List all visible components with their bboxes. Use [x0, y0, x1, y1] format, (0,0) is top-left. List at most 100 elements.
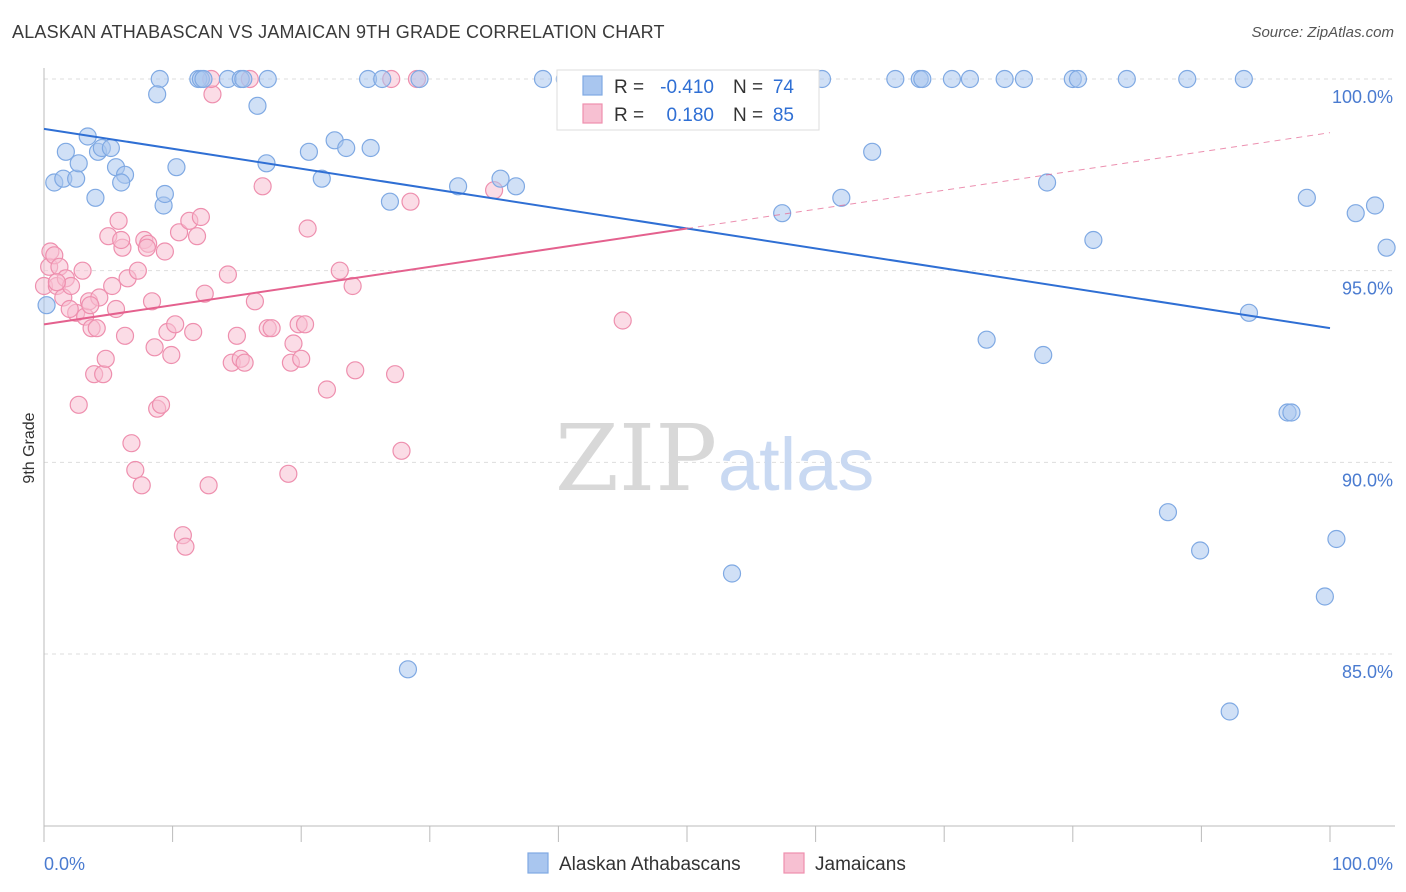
watermark: ZIP atlas: [555, 405, 874, 512]
jamaicans-point: [176, 537, 195, 556]
jamaicans-point: [145, 338, 164, 357]
jamaicans-point: [128, 261, 147, 280]
athabascan-point: [56, 142, 75, 161]
jamaicans-point: [203, 85, 222, 104]
athabascan-point: [1282, 403, 1301, 422]
athabascan-point: [248, 96, 267, 115]
jamaicans-point: [60, 299, 79, 319]
athabascan-point: [148, 85, 167, 104]
legend-r-value-pink: 0.180: [666, 105, 714, 126]
athabascan-point: [1068, 69, 1088, 89]
jamaicans-trend-extension: [686, 132, 1331, 229]
legend-r-value-blue: -0.410: [660, 77, 714, 98]
legend-n-value-pink: 85: [773, 105, 794, 126]
jamaicans-point: [155, 242, 174, 261]
athabascan-point: [1220, 702, 1239, 721]
athabascan-point: [506, 177, 526, 196]
x-tick-labels: 0.0% 100.0%: [44, 854, 1393, 874]
jamaicans-point: [235, 353, 254, 372]
athabascan-point: [194, 69, 213, 89]
source-label: Source: ZipAtlas.com: [1251, 24, 1394, 41]
athabascan-point: [69, 154, 88, 173]
bottom-legend-swatch-pink: [783, 852, 805, 874]
jamaicans-point: [122, 434, 141, 453]
jamaicans-point: [298, 219, 317, 238]
athabascan-point: [977, 330, 996, 349]
athabascan-point: [155, 184, 174, 204]
y-tick-label: 100.0%: [1332, 87, 1393, 107]
athabascan-point: [722, 564, 742, 583]
watermark-atlas: atlas: [718, 423, 874, 506]
jamaicans-trend-line: [43, 227, 688, 326]
jamaicans-point: [262, 319, 281, 338]
athabascan-point: [380, 192, 400, 211]
athabascan-point: [234, 69, 253, 89]
jamaicans-point: [292, 349, 311, 368]
athabascan-point: [67, 169, 86, 188]
athabascan-point: [312, 169, 331, 188]
athabascan-point: [258, 69, 277, 89]
jamaicans-point: [81, 296, 100, 315]
athabascan-point: [1327, 529, 1346, 549]
jamaicans-point: [401, 192, 420, 211]
jamaicans-point: [109, 211, 128, 230]
jamaicans-point: [112, 230, 131, 250]
jamaicans-point: [330, 261, 349, 280]
legend-r-label-blue: R =: [614, 77, 644, 98]
athabascan-point: [1037, 173, 1057, 192]
athabascan-point: [832, 188, 851, 207]
athabascan-point: [1191, 541, 1210, 560]
y-tick-label: 85.0%: [1342, 662, 1393, 682]
athabascan-point: [995, 69, 1014, 89]
jamaicans-point: [151, 395, 171, 414]
athabascan-point: [533, 69, 553, 89]
jamaicans-point: [103, 276, 122, 296]
jamaicans-point: [199, 476, 218, 495]
athabascan-point: [448, 177, 468, 196]
jamaicans-points: [34, 69, 632, 556]
jamaicans-point: [284, 334, 303, 353]
athabascan-point: [1034, 345, 1053, 365]
x-tick-label: 0.0%: [44, 854, 85, 874]
jamaicans-point: [191, 207, 210, 227]
athabascan-point: [410, 69, 429, 89]
watermark-zip: ZIP: [555, 405, 717, 512]
athabascan-point: [913, 69, 932, 89]
jamaicans-point: [69, 395, 88, 414]
jamaicans-point: [317, 380, 337, 399]
athabascan-point: [1365, 196, 1385, 215]
legend-swatch-pink: [582, 103, 603, 124]
bottom-legend: Alaskan Athabascans Jamaicans: [527, 852, 906, 875]
legend-n-label-pink: N =: [733, 105, 763, 126]
jamaicans-point: [166, 315, 185, 334]
athabascan-point: [942, 69, 962, 89]
jamaicans-point: [279, 464, 298, 483]
y-axis-title: 9th Grade: [21, 412, 38, 483]
jamaicans-point: [73, 261, 92, 280]
bottom-legend-swatch-blue: [527, 852, 549, 874]
y-tick-labels: 100.0% 95.0% 90.0% 85.0%: [1332, 87, 1393, 682]
jamaicans-point: [94, 365, 113, 384]
legend-n-value-blue: 74: [773, 77, 795, 98]
athabascan-point: [101, 138, 120, 158]
athabascan-point: [1178, 69, 1197, 89]
athabascan-point: [1014, 69, 1034, 89]
bottom-legend-label-blue: Alaskan Athabascans: [559, 854, 741, 875]
trend-lines: [43, 127, 1331, 330]
athabascan-point: [886, 69, 905, 89]
jamaicans-point: [227, 326, 246, 345]
athabascan-point: [960, 69, 980, 89]
jamaicans-point: [187, 227, 207, 246]
jamaicans-point: [132, 476, 151, 495]
jamaicans-point: [613, 311, 632, 330]
jamaicans-point: [184, 322, 203, 342]
athabascan-point: [112, 173, 131, 192]
athabascan-point: [299, 142, 319, 161]
x-tick-label: 100.0%: [1332, 854, 1393, 874]
athabascan-point: [1234, 69, 1253, 89]
jamaicans-point: [162, 345, 181, 365]
jamaicans-point: [142, 292, 162, 311]
athabascan-point: [491, 169, 510, 188]
athabascan-point: [167, 158, 186, 177]
athabascan-point: [863, 142, 882, 161]
